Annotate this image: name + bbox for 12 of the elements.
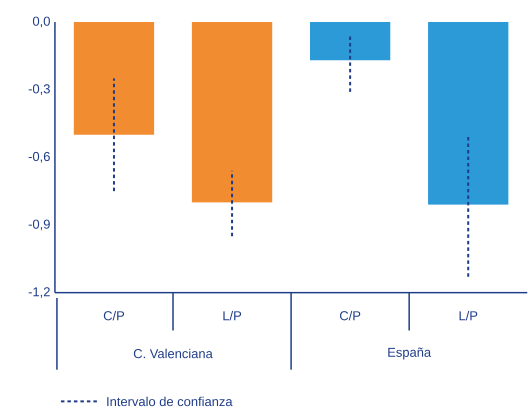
y-tick-label: -1,2 <box>28 287 50 298</box>
y-tick-label: -0,9 <box>28 219 50 230</box>
x-tick-label: L/P <box>223 310 242 320</box>
x-tick-label: C/P <box>340 310 360 320</box>
x-tick-label: L/P <box>460 310 478 320</box>
text: Intervalo de confianza <box>107 396 233 406</box>
x-tick-label: C/P <box>104 310 124 320</box>
text: C. Valenciana <box>134 348 213 358</box>
y-tick-label: -0,3 <box>28 84 50 95</box>
text: España <box>388 347 432 360</box>
y-tick-label: -0,6 <box>28 152 50 162</box>
y-tick-label: 0,0 <box>32 16 50 28</box>
